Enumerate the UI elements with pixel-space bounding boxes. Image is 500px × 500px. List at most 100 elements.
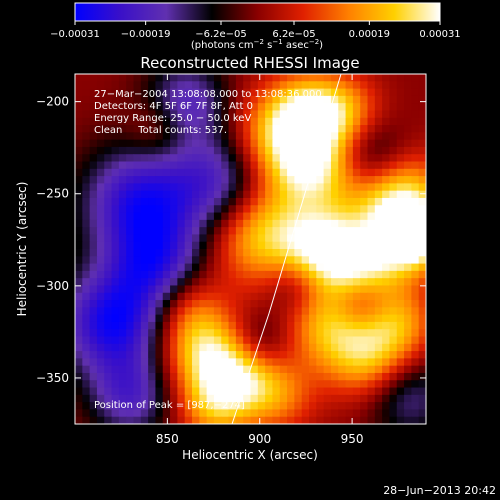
heatmap-cell [126, 249, 135, 257]
heatmap-cell [250, 402, 259, 411]
heatmap-cell [162, 249, 171, 257]
heatmap-cell [192, 278, 200, 287]
heatmap-cell [287, 343, 295, 352]
heatmap-cell [89, 205, 98, 214]
heatmap-cell [82, 190, 91, 199]
heatmap-cell [257, 125, 266, 133]
heatmap-cell [140, 380, 149, 389]
heatmap-cell [404, 394, 412, 403]
heatmap-cell [184, 372, 193, 381]
heatmap-cell [352, 161, 361, 170]
heatmap-cell [272, 234, 281, 243]
heatmap-cell [140, 234, 149, 243]
heatmap-cell [309, 139, 317, 148]
heatmap-cell [396, 117, 405, 126]
heatmap-cell [75, 154, 83, 163]
heatmap-cell [294, 241, 303, 250]
heatmap-cell [192, 117, 200, 126]
heatmap-cell [213, 227, 222, 236]
heatmap-cell [96, 103, 105, 112]
heatmap-cell [111, 300, 120, 308]
heatmap-cell [374, 205, 383, 214]
heatmap-cell [243, 197, 252, 206]
heatmap-cell [360, 343, 369, 352]
heatmap-cell [294, 88, 303, 97]
heatmap-cell [148, 146, 157, 155]
heatmap-cell [374, 278, 383, 287]
heatmap-cell [221, 88, 230, 97]
heatmap-cell [155, 343, 164, 352]
heatmap-cell [323, 372, 332, 381]
heatmap-cell [170, 95, 178, 104]
heatmap-cell [82, 249, 91, 257]
heatmap-cell [104, 81, 113, 90]
heatmap-cell [404, 95, 412, 104]
heatmap-cell [126, 343, 135, 352]
heatmap-cell [316, 256, 325, 265]
heatmap-cell [345, 394, 354, 403]
heatmap-cell [89, 409, 98, 418]
heatmap-cell [301, 256, 310, 265]
heatmap-cell [352, 95, 361, 104]
heatmap-cell [360, 249, 369, 257]
heatmap-cell [192, 81, 200, 90]
heatmap-cell [316, 219, 325, 228]
heatmap-cell [192, 256, 200, 265]
heatmap-cell [345, 95, 354, 104]
heatmap-cell [140, 416, 149, 424]
heatmap-cell [272, 168, 281, 177]
heatmap-cell [177, 227, 186, 236]
heatmap-cell [206, 249, 215, 257]
heatmap-cell [287, 88, 295, 97]
heatmap-cell [360, 336, 369, 345]
heatmap-cell [111, 146, 120, 155]
heatmap-cell [287, 205, 295, 214]
heatmap-cell [75, 329, 83, 338]
heatmap-cell [309, 110, 317, 119]
heatmap-cell [89, 285, 98, 294]
heatmap-cell [206, 285, 215, 294]
heatmap-cell [272, 416, 281, 424]
heatmap-cell [404, 190, 412, 199]
heatmap-cell [235, 351, 244, 359]
heatmap-cell [170, 146, 178, 155]
heatmap-cell [133, 380, 142, 389]
heatmap-cell [184, 402, 193, 411]
heatmap-cell [257, 219, 266, 228]
heatmap-cell [257, 81, 266, 90]
heatmap-cell [243, 183, 252, 192]
heatmap-cell [279, 365, 288, 374]
heatmap-cell [75, 241, 83, 250]
heatmap-cell [404, 168, 412, 177]
heatmap-cell [155, 110, 164, 119]
heatmap-cell [104, 292, 113, 301]
heatmap-cell [360, 256, 369, 265]
heatmap-cell [352, 372, 361, 381]
heatmap-cell [155, 139, 164, 148]
heatmap-cell [330, 278, 339, 287]
heatmap-cell [170, 88, 178, 97]
heatmap-cell [396, 351, 405, 359]
heatmap-cell [243, 234, 252, 243]
heatmap-cell [411, 307, 420, 316]
heatmap-cell [360, 292, 369, 301]
heatmap-cell [206, 270, 215, 279]
heatmap-cell [104, 351, 113, 359]
heatmap-cell [221, 212, 230, 221]
heatmap-cell [389, 88, 398, 97]
heatmap-cell [133, 197, 142, 206]
heatmap-cell [404, 146, 412, 155]
heatmap-cell [389, 263, 398, 272]
heatmap-cell [133, 125, 142, 133]
heatmap-cell [177, 416, 186, 424]
heatmap-cell [367, 292, 376, 301]
heatmap-cell [257, 270, 266, 279]
heatmap-cell [345, 125, 354, 133]
heatmap-cell [287, 241, 295, 250]
heatmap-cell [257, 358, 266, 367]
heatmap-cell [111, 241, 120, 250]
heatmap-cell [75, 336, 83, 345]
heatmap-cell [352, 132, 361, 141]
heatmap-cell [367, 125, 376, 133]
heatmap-cell [279, 95, 288, 104]
